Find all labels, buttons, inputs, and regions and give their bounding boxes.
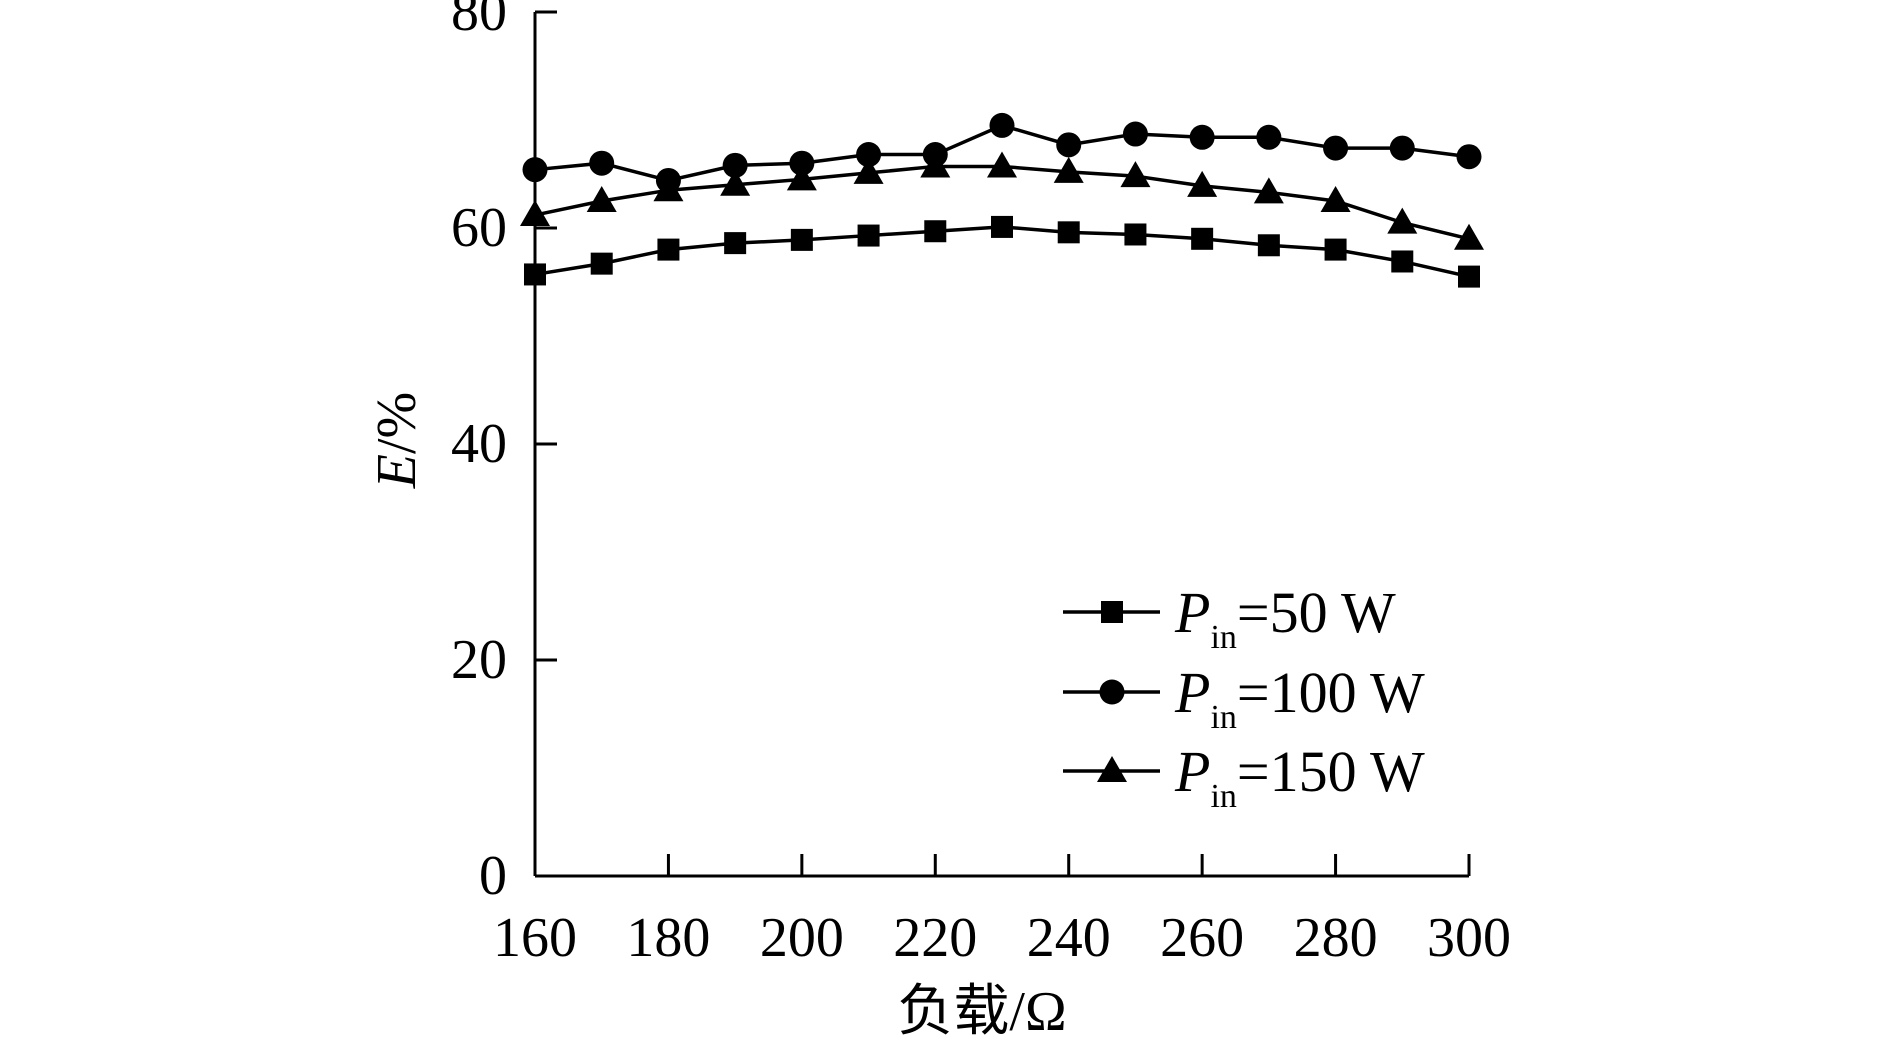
data-point-square-170 <box>590 252 613 275</box>
legend-label-sub: in <box>1210 778 1236 815</box>
data-point-triangle-220 <box>920 151 951 178</box>
data-point-square-180 <box>657 238 680 261</box>
legend-label-symbol: P <box>1174 580 1210 645</box>
series-triangle <box>520 151 1484 250</box>
series-square <box>524 215 1480 288</box>
y-tick-label-40: 40 <box>451 413 507 475</box>
legend-label-value: =150 W <box>1237 739 1425 804</box>
legend-label-value: =100 W <box>1237 660 1425 725</box>
data-point-triangle-250 <box>1120 161 1151 188</box>
axes: 0 20 40 60 80 160 180 200 220 240 260 280 300 <box>451 0 1511 969</box>
data-point-triangle-190 <box>720 169 751 196</box>
data-point-triangle-210 <box>853 157 884 184</box>
y-axis-title-symbol: E <box>366 454 428 489</box>
data-point-circle-260 <box>1189 124 1215 150</box>
legend-label-circle: Pin=100 W <box>1174 660 1425 736</box>
data-point-square-210 <box>857 224 880 247</box>
x-tick-label-280: 280 <box>1294 907 1378 969</box>
data-point-triangle-180 <box>653 175 684 202</box>
data-point-triangle-160 <box>520 200 550 227</box>
y-tick-label-0: 0 <box>479 845 507 907</box>
data-point-triangle-280 <box>1320 186 1351 212</box>
x-tick-label-160: 160 <box>493 907 577 969</box>
x-axis-title: 负载/Ω <box>897 981 1066 1043</box>
data-point-triangle-260 <box>1187 170 1218 197</box>
legend-label-sub: in <box>1210 619 1236 656</box>
data-point-square-230 <box>991 215 1013 238</box>
legend-label-value: =50 W <box>1237 580 1396 645</box>
data-point-triangle-290 <box>1387 207 1418 234</box>
legend-label-sub: in <box>1210 699 1236 736</box>
data-point-square-240 <box>1057 221 1080 244</box>
data-point-square-300 <box>1458 265 1480 288</box>
data-point-circle-240 <box>1056 132 1082 158</box>
data-point-triangle-230 <box>987 151 1017 178</box>
data-point-circle-200 <box>789 150 815 176</box>
legend-item-circle: Pin=100 W <box>1063 660 1425 736</box>
data-point-circle-290 <box>1389 135 1415 161</box>
data-point-circle-170 <box>589 150 615 176</box>
data-point-triangle-240 <box>1053 156 1084 183</box>
x-tick-label-200: 200 <box>760 907 844 969</box>
y-tick-label-80: 80 <box>451 0 507 43</box>
y-tick-label-20: 20 <box>451 629 507 691</box>
y-axis-title: E/% <box>366 392 428 489</box>
x-tick-label-260: 260 <box>1160 907 1244 969</box>
y-ticks: 0 20 40 60 80 <box>451 0 557 907</box>
data-point-square-290 <box>1391 250 1414 273</box>
data-point-circle-300 <box>1456 144 1482 170</box>
x-ticks: 160 180 200 220 240 260 280 300 <box>493 854 1511 969</box>
data-point-circle-270 <box>1256 124 1282 150</box>
legend-marker-triangle <box>1097 756 1127 782</box>
data-point-circle-250 <box>1122 121 1148 147</box>
data-point-circle-190 <box>722 152 748 178</box>
data-point-triangle-300 <box>1454 223 1484 250</box>
legend-label-square: Pin=50 W <box>1174 580 1396 656</box>
legend-marker-square <box>1101 601 1123 623</box>
data-point-square-220 <box>924 220 947 243</box>
data-point-circle-210 <box>856 142 882 168</box>
data-point-triangle-270 <box>1253 177 1284 204</box>
data-point-square-280 <box>1324 238 1347 261</box>
data-point-square-260 <box>1191 227 1214 250</box>
x-tick-label-240: 240 <box>1027 907 1111 969</box>
data-point-square-270 <box>1257 234 1280 257</box>
data-point-square-160 <box>524 263 546 286</box>
y-tick-label-60: 60 <box>451 197 507 259</box>
data-point-square-200 <box>790 228 813 251</box>
data-point-triangle-170 <box>586 186 617 212</box>
data-point-square-250 <box>1124 223 1147 246</box>
legend-item-square: Pin=50 W <box>1063 580 1396 656</box>
legend-label-symbol: P <box>1174 660 1210 725</box>
data-point-circle-280 <box>1323 135 1349 161</box>
data-point-square-190 <box>724 232 747 255</box>
legend-item-triangle: Pin=150 W <box>1063 739 1425 815</box>
legend-marker-circle <box>1099 679 1125 705</box>
y-axis-title-unit: /% <box>366 392 428 454</box>
data-point-circle-160 <box>522 157 548 183</box>
x-tick-label-300: 300 <box>1427 907 1511 969</box>
data-point-circle-230 <box>989 112 1015 138</box>
x-tick-label-220: 220 <box>893 907 977 969</box>
legend-label-symbol: P <box>1174 739 1210 804</box>
data-point-triangle-200 <box>786 164 817 191</box>
series-circle <box>522 112 1482 193</box>
x-tick-label-180: 180 <box>626 907 710 969</box>
legend-label-triangle: Pin=150 W <box>1174 739 1425 815</box>
series-layer <box>520 112 1484 288</box>
